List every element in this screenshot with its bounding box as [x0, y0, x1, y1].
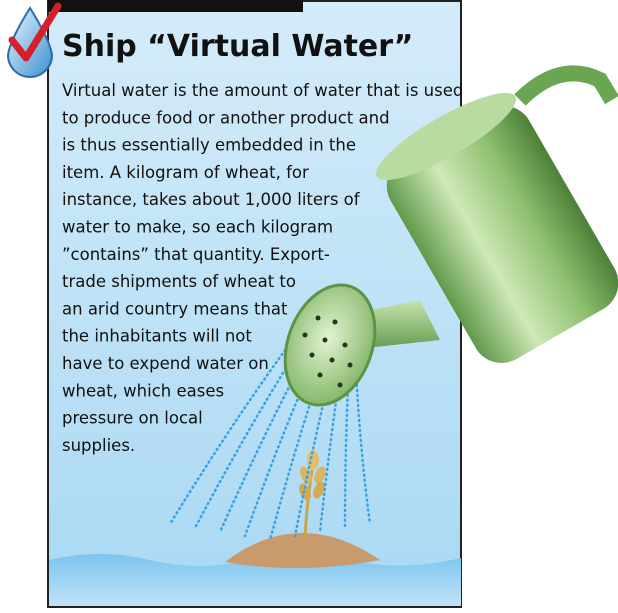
- rose-hole: [316, 316, 321, 321]
- rose-hole: [323, 338, 328, 343]
- body-line: the inhabitants will not: [62, 327, 252, 346]
- body-line: is thus essentially embedded in the: [62, 136, 356, 155]
- infographic: Ship “Virtual Water” Virtual water is th…: [0, 0, 618, 613]
- body-line: an arid country means that: [62, 299, 288, 318]
- body-line: have to expend water on: [62, 354, 269, 373]
- body-line: to produce food or another product and: [62, 108, 390, 127]
- body-line: supplies.: [62, 436, 135, 455]
- body-line: trade shipments of wheat to: [62, 272, 296, 291]
- rose-hole: [343, 343, 348, 348]
- body-line: ”contains” that quantity. Export-: [62, 245, 330, 264]
- rose-hole: [333, 320, 338, 325]
- body-line: pressure on local: [62, 409, 203, 428]
- rose-hole: [318, 373, 323, 378]
- body-line: item. A kilogram of wheat, for: [62, 163, 309, 182]
- body-line: instance, takes about 1,000 liters of: [62, 190, 361, 209]
- page: {"header": {"title": "Ship “Virtual Wate…: [0, 0, 618, 613]
- rose-hole: [310, 353, 315, 358]
- body-line: Virtual water is the amount of water tha…: [62, 81, 463, 100]
- rose-hole: [348, 363, 353, 368]
- title: Ship “Virtual Water”: [62, 29, 413, 64]
- body-line: water to make, so each kilogram: [62, 218, 333, 237]
- rose-hole: [330, 358, 335, 363]
- rose-hole: [303, 333, 308, 338]
- rose-hole: [338, 383, 343, 388]
- header-tab: [48, 0, 303, 12]
- body-line: wheat, which eases: [62, 381, 224, 400]
